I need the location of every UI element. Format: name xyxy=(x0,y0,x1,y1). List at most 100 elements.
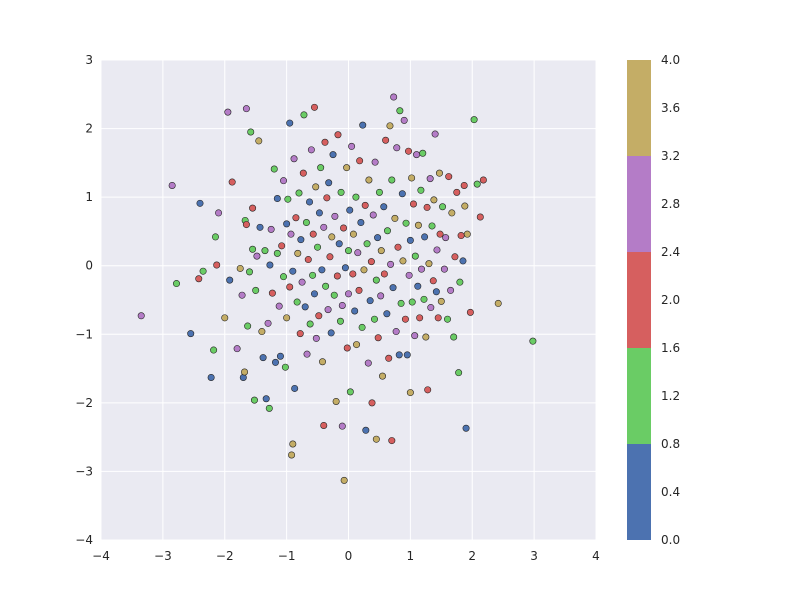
scatter-point-151 xyxy=(377,292,385,300)
scatter-point-90 xyxy=(318,266,326,274)
scatter-point-229 xyxy=(462,424,470,432)
scatter-point-164 xyxy=(389,284,397,292)
scatter-point-94 xyxy=(321,138,329,146)
scatter-point-154 xyxy=(380,203,388,211)
scatter-point-176 xyxy=(401,315,409,323)
scatter-point-122 xyxy=(348,142,356,150)
x-tick-label-5: 1 xyxy=(407,549,415,563)
scatter-point-124 xyxy=(349,230,357,238)
scatter-point-105 xyxy=(332,397,340,405)
scatter-point-61 xyxy=(289,440,297,448)
scatter-point-194 xyxy=(419,149,427,157)
scatter-point-27 xyxy=(249,245,257,253)
scatter-point-35 xyxy=(259,354,267,362)
y-tick-label-5: 1 xyxy=(85,190,93,204)
colorbar-tick-label-9: 3.6 xyxy=(661,101,680,115)
scatter-point-152 xyxy=(377,247,385,255)
scatter-point-65 xyxy=(293,298,301,306)
scatter-point-113 xyxy=(340,224,348,232)
scatter-point-190 xyxy=(414,221,422,229)
y-tick-label-4: 0 xyxy=(85,259,93,273)
scatter-point-147 xyxy=(372,276,380,284)
scatter-point-98 xyxy=(325,179,333,187)
scatter-point-25 xyxy=(246,268,254,276)
scatter-point-15 xyxy=(228,178,236,186)
scatter-point-209 xyxy=(434,314,442,322)
scatter-point-192 xyxy=(417,186,425,194)
scatter-point-215 xyxy=(442,234,450,242)
scatter-point-142 xyxy=(368,399,376,407)
scatter-point-24 xyxy=(244,322,252,330)
scatter-point-165 xyxy=(390,93,398,101)
scatter-point-207 xyxy=(432,288,440,296)
x-tick-label-7: 3 xyxy=(530,549,538,563)
scatter-point-26 xyxy=(247,128,255,136)
scatter-point-77 xyxy=(306,198,314,206)
scatter-point-87 xyxy=(315,312,323,320)
scatter-point-235 xyxy=(479,176,487,184)
scatter-point-179 xyxy=(405,147,413,155)
scatter-point-29 xyxy=(250,396,258,404)
scatter-point-119 xyxy=(344,290,352,298)
scatter-point-52 xyxy=(281,363,289,371)
x-tick-labels: −4 −3 −2 −1 0 1 2 3 4 xyxy=(92,549,600,563)
scatter-point-210 xyxy=(435,169,443,177)
colorbar-tick-label-5: 2.0 xyxy=(661,293,680,307)
scatter-point-92 xyxy=(320,223,328,231)
scatter-point-12 xyxy=(221,314,229,322)
scatter-point-17 xyxy=(236,264,244,272)
points xyxy=(137,93,537,484)
y-tick-label-6: 2 xyxy=(85,122,93,136)
scatter-point-178 xyxy=(403,351,411,359)
scatter-point-227 xyxy=(460,181,468,189)
scatter-point-71 xyxy=(299,169,307,177)
scatter-point-189 xyxy=(414,282,422,290)
scatter-point-53 xyxy=(283,220,291,228)
scatter-point-57 xyxy=(286,119,294,127)
scatter-point-208 xyxy=(433,246,441,254)
scatter-point-218 xyxy=(447,286,455,294)
scatter-point-66 xyxy=(294,249,302,257)
scatter-point-232 xyxy=(470,116,478,124)
y-tick-labels: −4 −3 −2 −1 0 1 2 3 xyxy=(75,53,93,547)
scatter-point-214 xyxy=(440,265,448,273)
scatter-point-219 xyxy=(448,209,456,217)
scatter-point-95 xyxy=(322,282,330,290)
scatter-point-101 xyxy=(328,233,336,241)
scatter-point-44 xyxy=(271,358,279,366)
y-tick-label-0: −4 xyxy=(75,533,93,547)
x-tick-label-4: 0 xyxy=(345,549,353,563)
scatter-point-212 xyxy=(437,297,445,305)
scatter-point-163 xyxy=(388,176,396,184)
scatter-point-39 xyxy=(265,404,273,412)
scatter-point-51 xyxy=(280,177,288,185)
scatter-point-9 xyxy=(211,233,219,241)
scatter-point-73 xyxy=(301,303,309,311)
scatter-point-3 xyxy=(187,330,195,338)
scatter-point-8 xyxy=(210,346,218,354)
scatter-point-184 xyxy=(408,298,416,306)
scatter-point-38 xyxy=(264,319,272,327)
scatter-point-222 xyxy=(453,188,461,196)
scatter-point-191 xyxy=(416,314,424,322)
scatter-point-236 xyxy=(494,299,502,307)
scatter-point-118 xyxy=(344,247,352,255)
scatter-point-203 xyxy=(428,222,436,230)
scatter-point-186 xyxy=(411,332,419,340)
scatter-point-206 xyxy=(431,130,439,138)
scatter-point-91 xyxy=(319,358,327,366)
colorbar-tick-label-0: 0.0 xyxy=(661,533,680,547)
scatter-point-230 xyxy=(463,230,471,238)
scatter-point-149 xyxy=(374,334,382,342)
scatter-point-56 xyxy=(286,283,294,291)
scatter-point-1 xyxy=(168,181,176,189)
scatter-point-23 xyxy=(242,221,250,229)
scatter-point-139 xyxy=(365,176,373,184)
colorbar-tick-label-6: 2.4 xyxy=(661,245,680,259)
scatter-point-48 xyxy=(276,352,284,360)
scatter-point-198 xyxy=(423,203,431,211)
scatter-point-78 xyxy=(306,320,314,328)
scatter-point-169 xyxy=(394,243,402,251)
scatter-point-161 xyxy=(387,260,395,268)
scatter-point-120 xyxy=(346,206,354,214)
